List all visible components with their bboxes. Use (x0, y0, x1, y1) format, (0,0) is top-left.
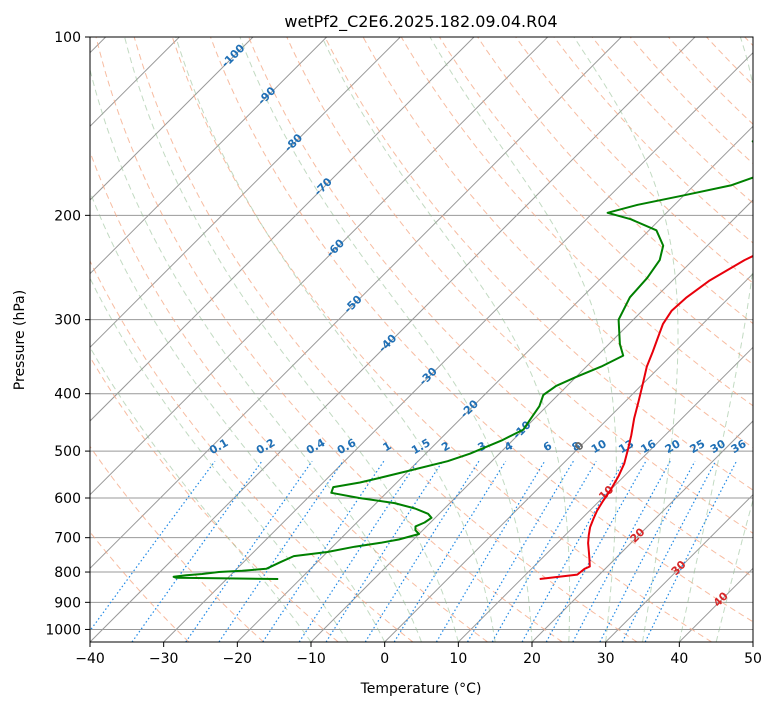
mixing-ratio-line (298, 460, 419, 642)
moist-adiabat-line (678, 37, 753, 642)
mixing-ratio-line (393, 460, 507, 642)
chart-title: wetPf2_C2E6.2025.182.09.04.R04 (284, 12, 557, 32)
dry-adiabat-line (248, 37, 753, 578)
mixing-ratio-line (131, 460, 263, 642)
mixing-ratio-line (644, 460, 738, 642)
y-tick-label: 300 (54, 313, 81, 329)
y-tick-label: 1000 (45, 622, 81, 638)
x-tick-label: 10 (449, 651, 467, 667)
isotherm-line (457, 346, 753, 642)
moist-adiabat-line (175, 37, 496, 642)
y-axis-label: Pressure (hPa) (12, 290, 28, 390)
y-tick-label: 700 (54, 531, 81, 547)
dry-adiabat-line (90, 356, 339, 642)
dry-adiabat-line (90, 259, 414, 642)
isotherm-line (236, 125, 753, 642)
moist-adiabat-line (90, 67, 422, 642)
dry-adiabat-line (324, 37, 753, 491)
y-tick-label: 800 (54, 565, 81, 581)
mixing-ratio-line (325, 460, 444, 642)
moist-adiabat-line (239, 37, 533, 642)
y-tick-label: 200 (54, 208, 81, 224)
x-axis-label: Temperature (°C) (360, 681, 482, 697)
moist-adiabat-line (429, 37, 617, 642)
mixing-ratio-line (90, 460, 216, 632)
dry-adiabat-line (515, 37, 753, 284)
plot-background (90, 37, 753, 642)
y-tick-label: 500 (54, 444, 81, 460)
dry-adiabat-line (90, 445, 264, 642)
dry-adiabat-line (286, 37, 753, 534)
isotherm-line (90, 37, 328, 275)
isotherm-line (90, 37, 254, 201)
isotherm-line (90, 37, 622, 570)
x-axis: −40 −30 −20 −10 0 10 20 30 40 50 (75, 642, 762, 667)
mixing-ratio-line (262, 460, 385, 642)
isotherm-line (163, 51, 753, 642)
x-tick-label: −20 (223, 651, 253, 667)
temperature-line (539, 254, 753, 580)
x-tick-label: 30 (597, 651, 615, 667)
dry-adiabat-line (210, 37, 753, 623)
profile-series (172, 140, 753, 580)
x-tick-label: 40 (670, 651, 688, 667)
y-tick-label: 100 (54, 30, 81, 46)
mixing-ratio-line (572, 460, 671, 642)
x-tick-label: 0 (380, 651, 389, 667)
x-tick-label: −40 (75, 651, 105, 667)
x-tick-label: 20 (523, 651, 541, 667)
isotherm-line (90, 37, 475, 422)
isotherm-line (90, 37, 696, 642)
background-lines (90, 37, 753, 642)
y-axis: 100 200 300 400 500 600 700 800 900 1000 (45, 30, 90, 638)
moist-adiabat-line (573, 37, 679, 642)
x-tick-label: −30 (149, 651, 179, 667)
mixing-ratio-line (621, 460, 717, 642)
isotherm-line (605, 493, 753, 642)
isotherm-line (531, 420, 753, 642)
moist-adiabat-line (124, 37, 459, 642)
mixing-ratio-line (599, 460, 696, 642)
y-tick-label: 600 (54, 491, 81, 507)
x-tick-label: 50 (744, 651, 762, 667)
y-tick-label: 400 (54, 387, 81, 403)
dry-adiabat-line (171, 37, 712, 642)
moist-adiabat-line (90, 346, 312, 642)
isotherm-line (90, 37, 401, 349)
mixing-ratio-line (521, 460, 625, 642)
plot-frame (89, 36, 754, 643)
mixing-ratio-line (364, 460, 480, 642)
moist-adiabat-line (90, 277, 349, 642)
moist-adiabat-line (715, 498, 753, 642)
moist-adiabat-line (90, 190, 386, 642)
isotherm-line (90, 37, 549, 496)
dry-adiabat-line (95, 37, 563, 642)
x-tick-label: −10 (296, 651, 326, 667)
moist-adiabat-line (321, 37, 571, 642)
dry-adiabat-line (133, 37, 638, 642)
y-tick-label: 900 (54, 595, 81, 611)
dewpoint-line (172, 140, 753, 580)
isotherm-line (752, 641, 753, 642)
isotherm-line (384, 272, 753, 642)
